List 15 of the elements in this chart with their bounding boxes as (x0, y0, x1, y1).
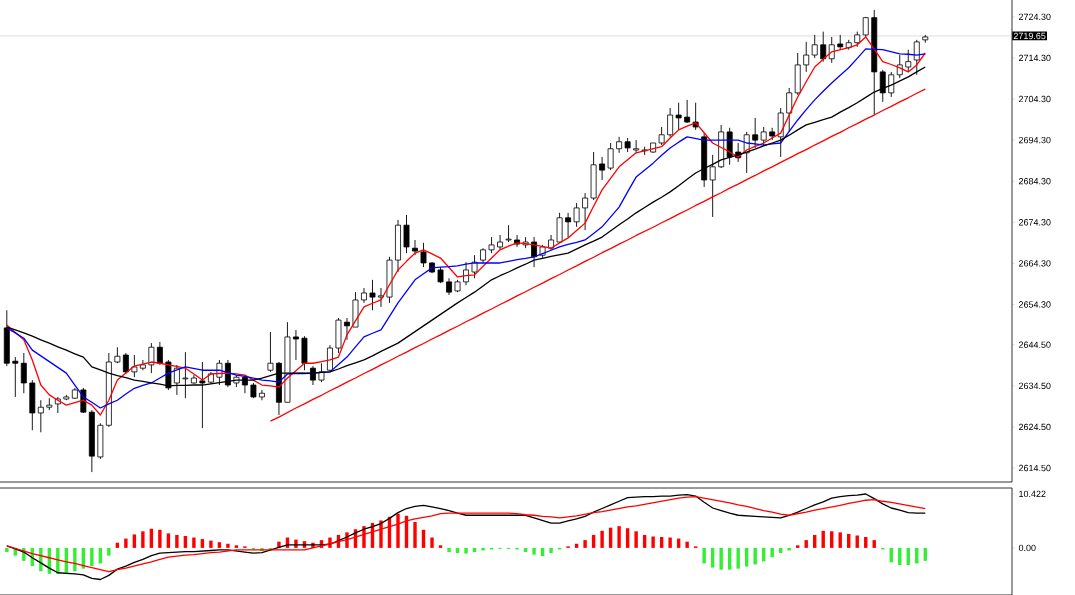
y-tick-label: 2654.30 (1018, 301, 1051, 308)
y-tick-label: 2704.30 (1018, 95, 1051, 103)
y-tick-label: 2694.30 (1018, 136, 1051, 144)
y-tick-label: 0.00 (1018, 544, 1036, 552)
y-tick-label: 2664.30 (1018, 260, 1051, 267)
y-tick-label: 2624.50 (1018, 423, 1051, 431)
y-tick-label: 10.422 (1019, 490, 1046, 498)
y-tick-label: 2674.30 (1018, 219, 1051, 226)
y-tick-label: 2724.30 (1018, 13, 1051, 21)
ref-line-label: 2719.65 (1013, 32, 1046, 40)
y-tick-label: 2684.30 (1018, 178, 1051, 185)
y-tick-label: 2644.50 (1018, 341, 1051, 348)
y-tick-label: 2634.50 (1018, 382, 1051, 390)
y-tick-label: 2614.50 (1018, 464, 1051, 472)
y-tick-label: 2714.30 (1018, 54, 1051, 62)
